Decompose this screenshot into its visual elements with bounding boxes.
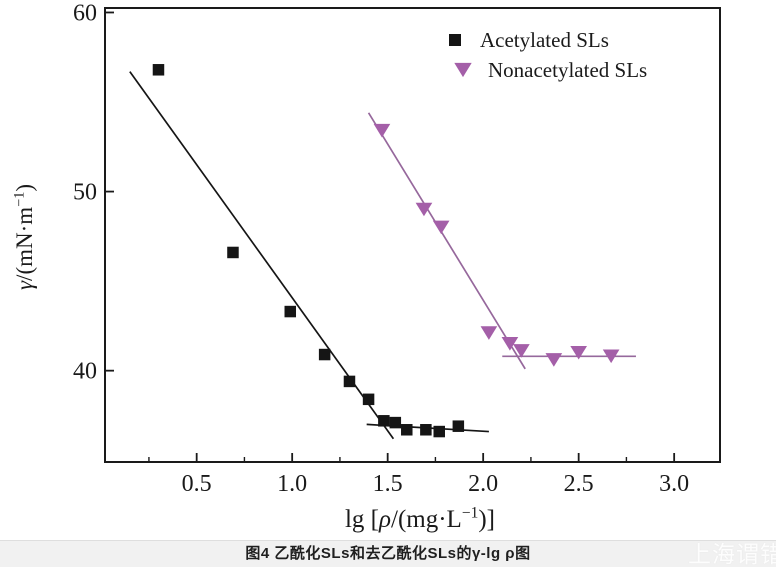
data-point: [452, 420, 465, 432]
data-point: [415, 202, 433, 217]
y-axis-tick-label: 60: [73, 0, 97, 26]
series-nonacetylated: [367, 112, 636, 370]
y-axis-tick-label: 40: [73, 359, 97, 385]
scatter-plot: 0.5 1.0 1.5 2.0 2.5 3.0 40 50 60 lg [ρ/(mg·L−1)] γ…: [11, 0, 721, 534]
legend: Acetylated SLs Nonacetylated SLs: [449, 28, 647, 82]
data-point: [318, 348, 331, 361]
data-point: [373, 123, 391, 138]
data-point: [480, 326, 498, 340]
axes: 0.5 1.0 1.5 2.0 2.5 3.0 40 50 60 lg [ρ/(mg·L−1)] γ…: [11, 0, 721, 534]
y-axis-title: γ/(mN·m−1): [11, 184, 37, 290]
data-point: [389, 416, 402, 429]
caption-bar: 图4 乙酰化SLs和去乙酰化SLs的γ-lg ρ图 上海谓错: [0, 540, 776, 567]
data-point: [343, 375, 356, 388]
x-axis-tick-label: 1.5: [373, 471, 403, 497]
data-point: [513, 344, 530, 358]
x-axis-tick-label: 3.0: [659, 471, 689, 497]
legend-square-marker: [449, 34, 461, 46]
data-point: [570, 345, 588, 360]
legend-triangle-marker: [454, 62, 472, 78]
data-point: [152, 64, 165, 76]
data-point: [401, 424, 413, 436]
data-point: [362, 393, 375, 406]
series-acetylated: [129, 64, 489, 440]
x-axis-tick-label: 1.0: [277, 471, 307, 497]
data-point: [227, 246, 239, 259]
x-axis-tick-label: 2.0: [468, 471, 498, 497]
legend-label: Nonacetylated SLs: [488, 58, 647, 82]
data-point: [432, 220, 450, 235]
data-point: [284, 305, 297, 318]
data-point: [501, 337, 519, 351]
chart-area: 0.5 1.0 1.5 2.0 2.5 3.0 40 50 60 lg [ρ/(mg·L−1)] γ…: [11, 0, 721, 534]
data-point: [433, 425, 445, 438]
figure-caption: 图4 乙酰化SLs和去乙酰化SLs的γ-lg ρ图: [245, 545, 531, 562]
data-point: [378, 415, 390, 427]
y-axis-tick-label: 50: [73, 180, 97, 206]
x-axis-tick-label: 2.5: [564, 471, 594, 497]
fit-line: [367, 112, 526, 370]
data-point: [420, 424, 432, 436]
data-point: [545, 353, 563, 367]
watermark: 上海谓错: [688, 541, 776, 567]
x-axis-title: lg [ρ/(mg·L−1)]: [345, 505, 495, 534]
x-axis-tick-label: 0.5: [182, 471, 212, 497]
data-point: [602, 349, 620, 364]
legend-label: Acetylated SLs: [480, 28, 609, 52]
